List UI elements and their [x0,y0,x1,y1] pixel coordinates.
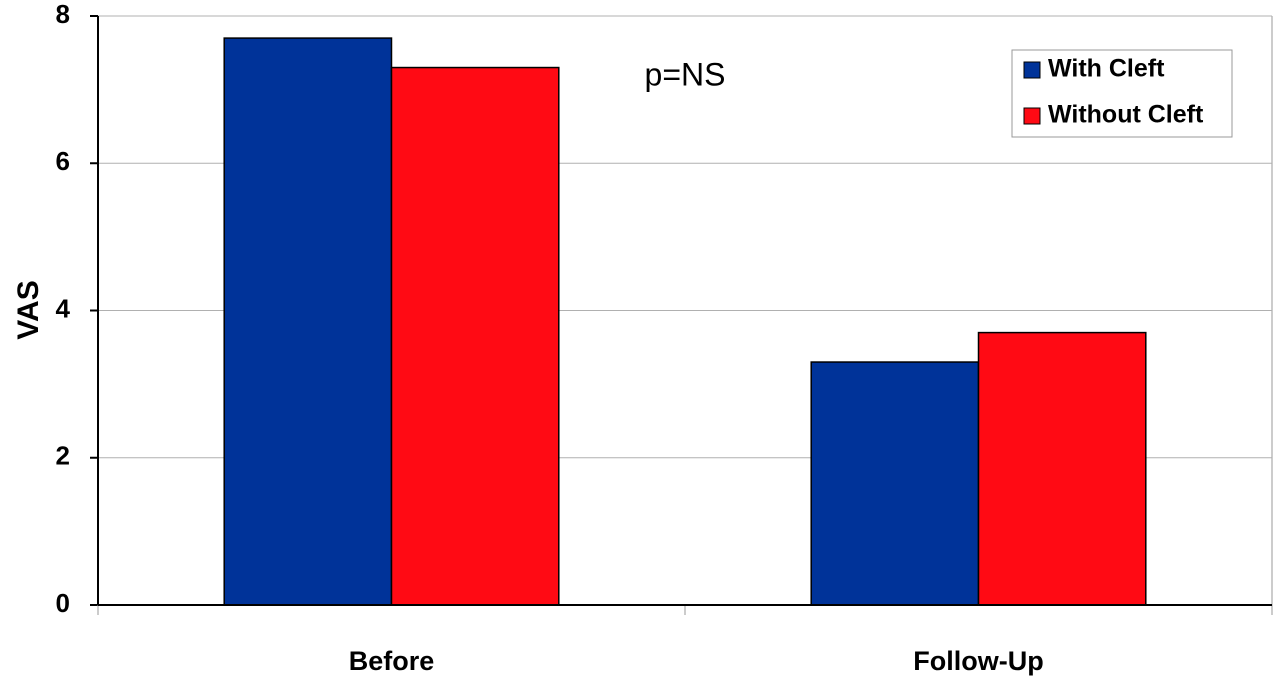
x-tick-label: Before [349,646,435,676]
bar [223,37,393,606]
legend-swatch [1023,107,1041,125]
y-tick-label: 6 [56,146,70,176]
annotation: p=NS [645,56,726,92]
y-tick-label: 4 [56,293,71,323]
legend-swatch [1023,61,1041,79]
y-tick-label: 0 [56,588,70,618]
legend-label: With Cleft [1048,55,1165,83]
bar [977,331,1147,606]
y-tick-label: 2 [56,441,70,471]
legend-label: Without Cleft [1048,101,1204,129]
y-axis-label: VAS [12,280,45,339]
bar [810,361,980,606]
y-tick-label: 8 [56,0,70,29]
legend-box [1011,49,1233,138]
x-tick-label: Follow-Up [913,646,1043,676]
bar [390,66,560,606]
